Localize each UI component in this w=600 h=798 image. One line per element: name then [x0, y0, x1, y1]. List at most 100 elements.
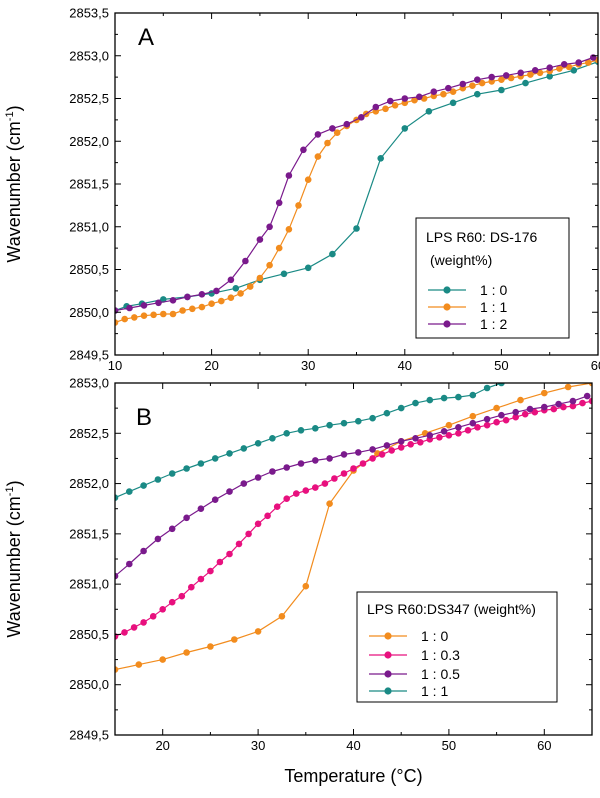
- data-point: [269, 435, 276, 442]
- data-point: [168, 470, 176, 477]
- data-point: [541, 389, 548, 397]
- data-point: [184, 293, 191, 301]
- data-point: [226, 488, 233, 495]
- data-point: [155, 299, 162, 307]
- data-point: [302, 487, 310, 494]
- data-point: [474, 76, 481, 83]
- data-point: [397, 444, 405, 451]
- data-point: [531, 408, 539, 416]
- data-point: [382, 105, 389, 113]
- series-line-3: [115, 395, 588, 577]
- data-point: [266, 261, 273, 269]
- data-point: [517, 396, 524, 404]
- data-point: [216, 558, 224, 566]
- legend-entry-label: 1 : 1: [421, 683, 448, 699]
- data-point: [326, 455, 333, 462]
- data-point: [197, 460, 205, 467]
- data-point: [227, 276, 235, 284]
- data-point: [283, 464, 291, 471]
- legend-subtitle: (weight%): [430, 252, 492, 268]
- legend-marker: [384, 651, 392, 659]
- y-tick-label: 2850,0: [69, 305, 109, 320]
- x-tick-label: 20: [204, 358, 218, 373]
- data-point: [412, 435, 419, 442]
- data-point: [131, 314, 138, 321]
- data-point: [388, 447, 396, 454]
- data-point: [312, 425, 319, 432]
- data-point: [240, 480, 248, 487]
- data-point: [150, 311, 157, 319]
- data-point: [483, 384, 491, 392]
- legend-title: LPS R60:DS347 (weight%): [367, 601, 536, 617]
- data-point: [498, 76, 505, 83]
- data-point: [154, 535, 162, 543]
- data-point: [579, 399, 586, 407]
- x-axis-title: Temperature (°C): [284, 766, 422, 786]
- data-point: [411, 96, 418, 104]
- legend-box: [356, 591, 558, 703]
- data-point: [245, 530, 252, 538]
- data-point: [512, 413, 519, 421]
- data-point: [302, 582, 310, 590]
- data-point: [440, 394, 448, 402]
- data-point: [541, 403, 548, 411]
- y-tick-label: 2852,5: [69, 426, 109, 441]
- data-point: [218, 297, 225, 305]
- data-point: [401, 125, 409, 132]
- data-point: [304, 264, 312, 272]
- y-tick-label: 2850,0: [69, 677, 109, 692]
- data-point: [440, 90, 447, 98]
- y-tick-label: 2851,0: [69, 219, 109, 234]
- data-point: [436, 434, 443, 441]
- legend-entry-label: 1 : 0.5: [421, 666, 460, 682]
- data-point: [369, 455, 376, 462]
- y-axis-title: Wavenumber (cm-1): [4, 480, 24, 637]
- data-point: [498, 411, 505, 419]
- data-point: [115, 494, 119, 501]
- data-point: [169, 297, 177, 304]
- data-point: [359, 460, 367, 467]
- data-point: [297, 460, 305, 467]
- data-point: [474, 424, 481, 431]
- y-tick-label: 2853,0: [69, 48, 109, 63]
- data-point: [417, 439, 424, 446]
- data-point: [464, 427, 472, 434]
- y-tick-label: 2849,5: [69, 728, 109, 743]
- data-point: [478, 79, 486, 87]
- data-point: [340, 419, 348, 427]
- legend-entry-label: 1 : 0: [480, 282, 507, 298]
- data-point: [469, 391, 477, 399]
- data-point: [266, 223, 273, 231]
- data-point: [297, 427, 305, 434]
- data-point: [197, 505, 205, 512]
- data-point: [293, 490, 300, 497]
- data-point: [350, 465, 357, 472]
- data-point: [237, 290, 244, 297]
- legend-entry-label: 1 : 2: [480, 316, 507, 332]
- data-point: [179, 307, 186, 314]
- data-point: [589, 54, 597, 61]
- data-point: [369, 446, 376, 453]
- data-point: [314, 153, 322, 160]
- legend-entry-label: 1 : 0.3: [421, 647, 460, 663]
- data-point: [355, 449, 362, 456]
- data-point: [353, 225, 360, 232]
- data-point: [304, 176, 312, 183]
- data-point: [585, 59, 592, 66]
- data-point: [502, 416, 510, 424]
- x-tick-label: 30: [251, 738, 265, 753]
- x-tick-label: 40: [398, 358, 412, 373]
- data-point: [445, 432, 453, 439]
- data-point: [564, 383, 572, 391]
- data-point: [211, 496, 219, 504]
- data-point: [527, 71, 534, 78]
- y-tick-label: 2849,5: [69, 348, 109, 363]
- data-point: [231, 636, 238, 643]
- data-point: [285, 172, 293, 179]
- data-point: [226, 450, 233, 457]
- data-point: [377, 155, 385, 162]
- data-point: [140, 619, 147, 626]
- legend-entry-label: 1 : 1: [480, 299, 507, 315]
- data-point: [160, 310, 167, 318]
- data-point: [569, 397, 577, 405]
